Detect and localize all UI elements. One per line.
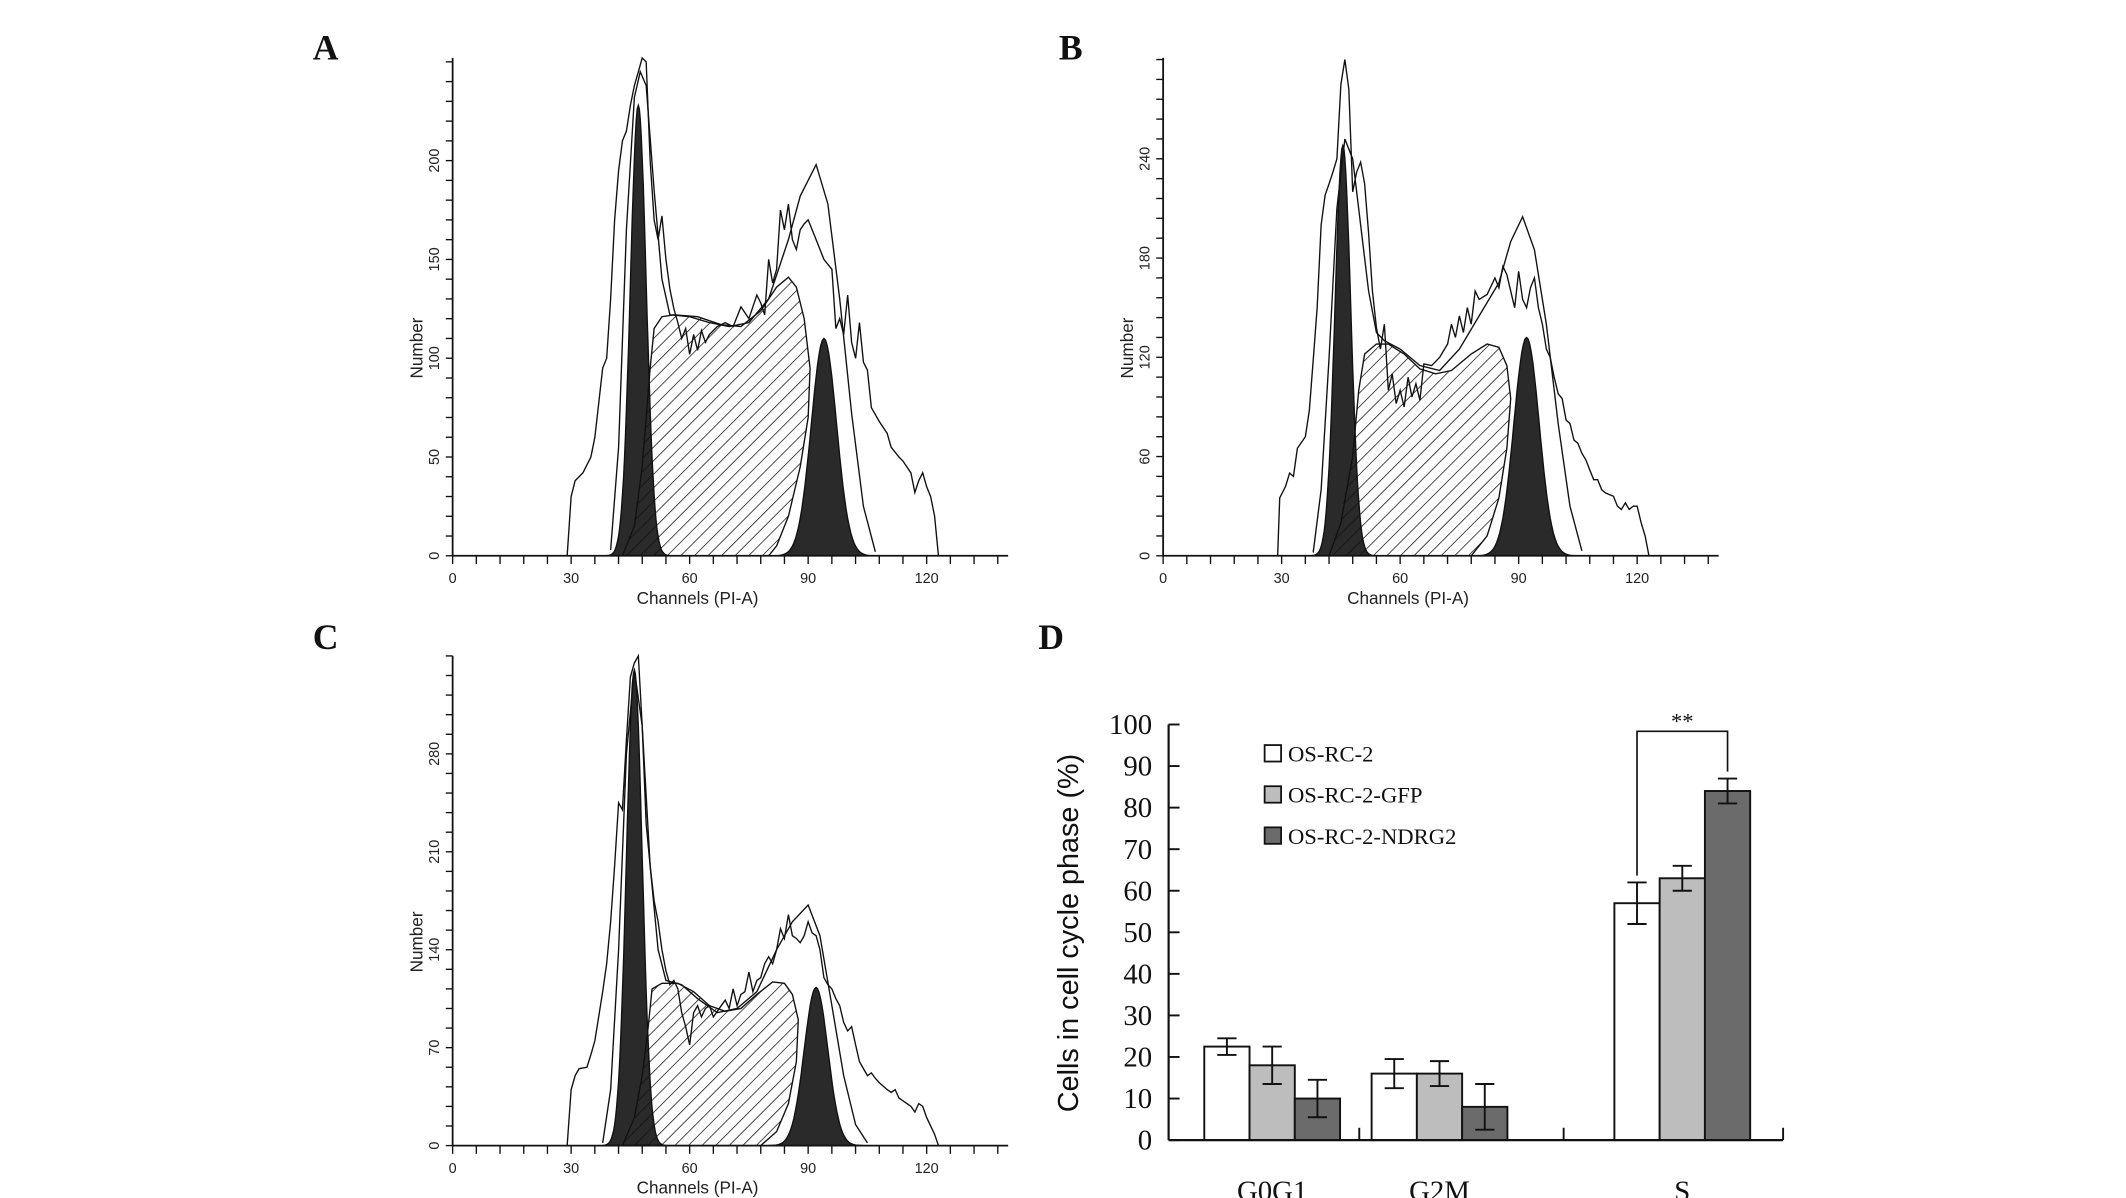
bar-os-rc-2 — [1613, 902, 1661, 1142]
category-label: S — [1674, 1175, 1690, 1198]
x-tick-label: 30 — [563, 571, 579, 587]
category-label: G2M — [1409, 1175, 1470, 1198]
y-tick-label: 20 — [1123, 1042, 1152, 1074]
x-tick-label: 90 — [800, 571, 816, 587]
y-tick-label: 180 — [1137, 246, 1153, 270]
x-tick-label: 60 — [1392, 571, 1408, 587]
y-tick-label: 30 — [1123, 1000, 1152, 1032]
y-tick-label: 10 — [1123, 1083, 1152, 1115]
y-tick-label: 40 — [1123, 958, 1152, 990]
y-tick-label: 70 — [427, 1040, 443, 1056]
s-phase-region — [621, 276, 811, 557]
x-axis-label: Channels (PI-A) — [1347, 588, 1469, 608]
legend-swatch — [1263, 826, 1282, 845]
panel-label: A — [313, 27, 339, 67]
legend-swatch — [1263, 744, 1282, 763]
y-tick-label: 140 — [427, 938, 443, 962]
y-tick-label: 0 — [1137, 552, 1153, 560]
g2-peak — [773, 337, 875, 557]
x-tick-label: 0 — [449, 571, 457, 587]
panel-label: D — [1038, 617, 1064, 657]
raw-histogram-line — [1276, 59, 1650, 556]
category-label: G0G1 — [1237, 1175, 1307, 1198]
y-tick-label: 60 — [1123, 875, 1152, 907]
y-axis-label: Number — [1117, 317, 1137, 378]
bar-os-rc-2-gfp — [1658, 877, 1706, 1142]
legend-label: OS-RC-2-GFP — [1288, 783, 1423, 808]
y-axis-label: Number — [406, 911, 426, 972]
panel-d: D G0G1 G2M S 0 10 20 30 40 50 60 70 80 90 100 Cells in … — [1038, 617, 1785, 1198]
significance-marker: ** — [1671, 709, 1694, 734]
x-tick-label: 120 — [915, 1161, 939, 1177]
model-fit-line — [1312, 138, 1583, 553]
y-tick-label: 0 — [427, 1142, 443, 1150]
x-tick-label: 120 — [915, 571, 939, 587]
y-tick-label: 50 — [1123, 917, 1152, 949]
y-tick-label: 100 — [1109, 709, 1152, 741]
x-tick-label: 60 — [682, 1161, 698, 1177]
bar-os-rc-2 — [1203, 1045, 1251, 1142]
significance-bracket — [1636, 730, 1729, 876]
x-tick-label: 90 — [1511, 571, 1527, 587]
x-axis-label: Channels (PI-A) — [637, 588, 759, 608]
y-tick-label: 90 — [1123, 751, 1152, 783]
y-tick-label: 280 — [427, 742, 443, 766]
panel-label: C — [313, 617, 339, 657]
x-tick-label: 30 — [1274, 571, 1290, 587]
x-tick-label: 0 — [449, 1161, 457, 1177]
y-tick-label: 120 — [1137, 345, 1153, 369]
g2-peak — [1475, 336, 1578, 557]
s-phase-region — [621, 981, 799, 1147]
y-tick-label: 0 — [427, 552, 443, 560]
y-tick-label: 240 — [1137, 147, 1153, 171]
x-axis-label: Channels (PI-A) — [637, 1178, 759, 1198]
x-tick-label: 120 — [1625, 571, 1649, 587]
model-fit-line — [602, 669, 868, 1144]
y-axis-label: Number — [406, 317, 426, 378]
s-phase-region — [1328, 343, 1512, 557]
y-tick-label: 80 — [1123, 792, 1152, 824]
y-tick-label: 50 — [427, 449, 443, 465]
legend-label: OS-RC-2 — [1288, 742, 1374, 767]
y-tick-label: 60 — [1137, 449, 1153, 465]
panel-b: B 0 30 60 90 120 0 60 120 180 240 Channels (PI-A) Nu… — [1059, 27, 1719, 608]
x-tick-label: 30 — [563, 1161, 579, 1177]
y-tick-label: 100 — [427, 346, 443, 370]
y-axis-label: Cells in cell cycle phase (%) — [1053, 754, 1085, 1112]
panel-a: A 0 30 60 90 120 0 50 100 150 200 Channels (PI-A) Nu… — [313, 27, 1009, 608]
panel-c: C 0 30 60 90 120 0 70 140 210 280 Channels (PI-A) Nu… — [313, 617, 1009, 1198]
y-tick-label: 200 — [427, 149, 443, 173]
legend-swatch — [1263, 785, 1282, 804]
g2-peak — [768, 986, 864, 1147]
legend-label: OS-RC-2-NDRG2 — [1288, 824, 1456, 849]
bar-os-rc-2-ndrg2 — [1703, 790, 1752, 1142]
y-tick-label: 70 — [1123, 834, 1152, 866]
model-fit-line — [609, 69, 877, 552]
x-tick-label: 60 — [682, 571, 698, 587]
y-tick-label: 150 — [427, 247, 443, 271]
x-tick-label: 90 — [800, 1161, 816, 1177]
raw-histogram-line — [566, 56, 940, 556]
raw-histogram-line — [566, 653, 940, 1146]
panel-label: B — [1059, 27, 1083, 67]
y-tick-label: 0 — [1138, 1125, 1152, 1157]
y-tick-label: 210 — [427, 840, 443, 864]
x-tick-label: 0 — [1159, 571, 1167, 587]
